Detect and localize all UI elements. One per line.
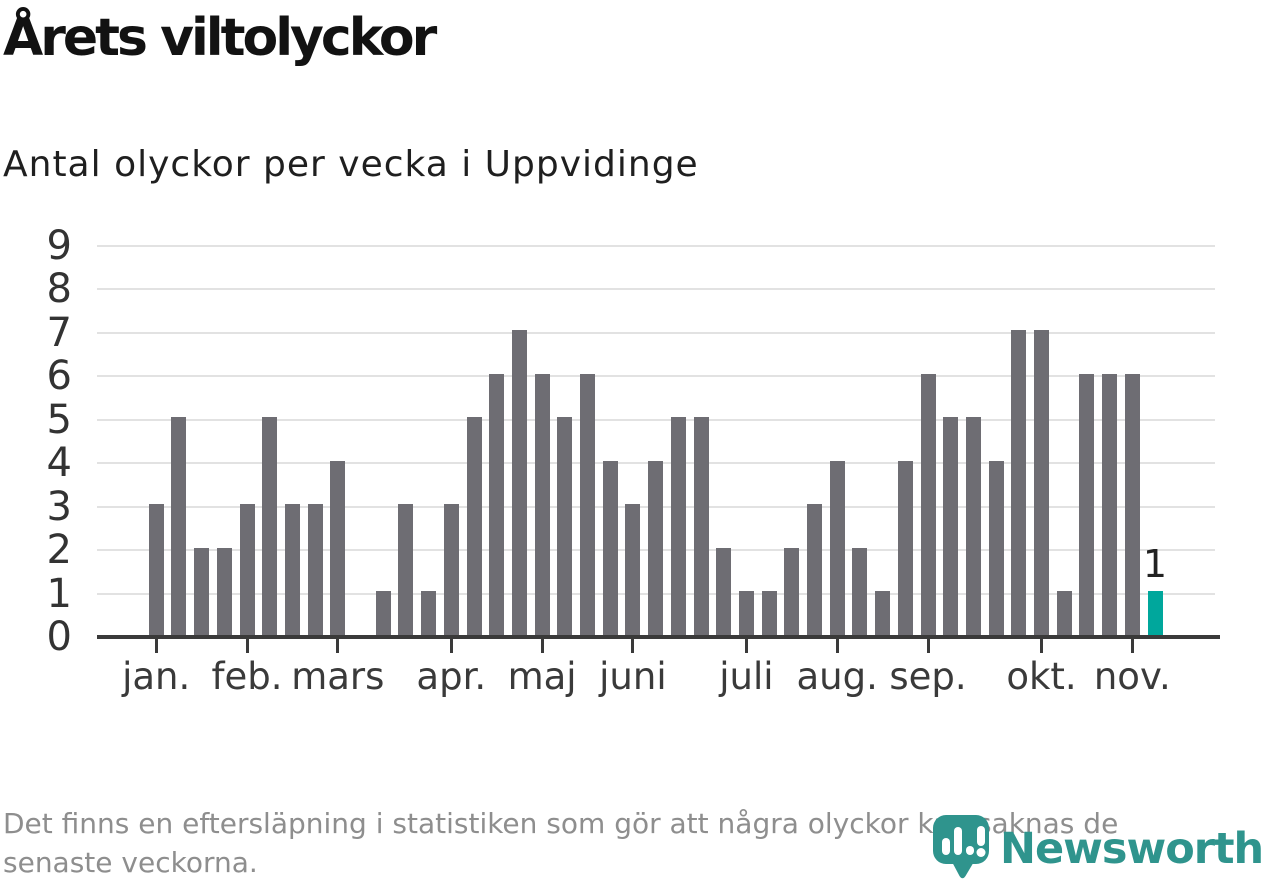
bar — [1034, 330, 1049, 635]
gridline — [97, 418, 1215, 421]
newsworthy-logo: Newsworthy — [930, 812, 1262, 879]
bar — [602, 461, 618, 635]
bar — [1079, 374, 1095, 635]
bar — [1011, 330, 1027, 635]
bar — [171, 417, 187, 635]
x-axis-line — [97, 635, 1220, 639]
footnote-line-2: senaste veckorna. — [3, 846, 258, 879]
bar — [1056, 591, 1072, 635]
bar — [534, 374, 550, 635]
footnote-line-1: Det finns en eftersläpning i statistiken… — [3, 807, 1119, 840]
bar — [648, 461, 664, 635]
highlighted-bar — [1147, 591, 1163, 635]
bar — [716, 548, 732, 635]
x-axis-month-label: jan. — [122, 655, 191, 698]
bar — [375, 591, 391, 635]
x-axis-tick — [154, 639, 158, 653]
y-axis-label: 6 — [46, 353, 72, 399]
bar — [194, 548, 210, 635]
newsworthy-pin-barchart-icon — [933, 815, 989, 879]
x-axis-month-label: juni — [599, 655, 667, 698]
x-axis-month-label: aug. — [796, 655, 878, 698]
bar — [693, 417, 709, 635]
bar — [807, 504, 822, 635]
chart-footnote: Det finns en eftersläpning i statistiken… — [3, 804, 1259, 882]
gridline — [97, 244, 1215, 247]
bar — [1124, 374, 1140, 635]
bar — [875, 591, 891, 635]
bar — [262, 417, 278, 635]
y-axis-label: 3 — [46, 483, 72, 530]
bar — [557, 417, 573, 635]
gridline — [97, 288, 1215, 290]
y-axis-label: 0 — [46, 614, 72, 660]
x-axis-month-label: feb. — [211, 655, 283, 698]
bar-value-label: 1 — [1142, 542, 1168, 586]
chart-subtitle: Antal olyckor per vecka i Uppvidinge — [3, 144, 699, 185]
x-axis-tick — [540, 639, 544, 653]
bar — [421, 591, 437, 635]
x-axis-tick — [336, 639, 340, 653]
x-axis-tick — [835, 639, 839, 653]
bar — [670, 417, 686, 635]
gridline — [97, 331, 1215, 334]
x-axis-tick — [449, 639, 453, 653]
y-axis-label: 9 — [46, 222, 72, 269]
x-axis-tick — [926, 639, 930, 653]
x-axis-month-label: juli — [719, 655, 774, 698]
bar — [580, 374, 595, 635]
bar — [988, 461, 1004, 635]
y-axis-label: 1 — [46, 570, 72, 617]
bar — [897, 461, 913, 635]
bar — [738, 591, 754, 635]
x-axis-tick — [1040, 639, 1043, 653]
bar — [330, 461, 346, 635]
bar — [852, 548, 868, 635]
x-axis-tick — [631, 639, 635, 653]
y-axis-label: 2 — [46, 527, 72, 573]
x-axis-month-label: apr. — [416, 655, 487, 698]
bar — [625, 504, 641, 635]
y-axis-label: 5 — [46, 396, 72, 443]
y-axis-label: 8 — [46, 266, 72, 312]
x-axis-tick — [245, 639, 249, 653]
x-axis-month-label: maj — [507, 655, 577, 698]
bar — [943, 417, 959, 635]
newsworthy-logo-text: Newsworthy — [1000, 824, 1262, 874]
y-axis-label: 7 — [46, 309, 72, 356]
bar — [398, 504, 414, 635]
bar — [965, 417, 981, 635]
x-axis-tick — [1130, 639, 1134, 653]
bar — [829, 461, 845, 635]
bar — [284, 504, 300, 635]
bar — [511, 330, 527, 635]
y-axis-label: 4 — [46, 440, 72, 486]
x-axis-month-label: mars — [291, 655, 385, 698]
x-axis-tick — [744, 639, 748, 653]
x-axis-month-label: sep. — [889, 655, 967, 698]
bar — [920, 374, 936, 635]
page-title: Årets viltolyckor — [3, 8, 437, 68]
bar — [1102, 374, 1118, 635]
bar — [761, 591, 777, 635]
bar — [307, 504, 323, 635]
x-axis-month-label: nov. — [1093, 655, 1171, 698]
bar — [466, 417, 482, 635]
x-axis-month-label: okt. — [1006, 655, 1077, 698]
bar — [216, 548, 232, 635]
bar — [148, 504, 164, 635]
bar — [784, 548, 800, 635]
bar — [443, 504, 459, 635]
bar — [239, 504, 255, 635]
gridline — [97, 375, 1215, 377]
bar — [489, 374, 505, 635]
